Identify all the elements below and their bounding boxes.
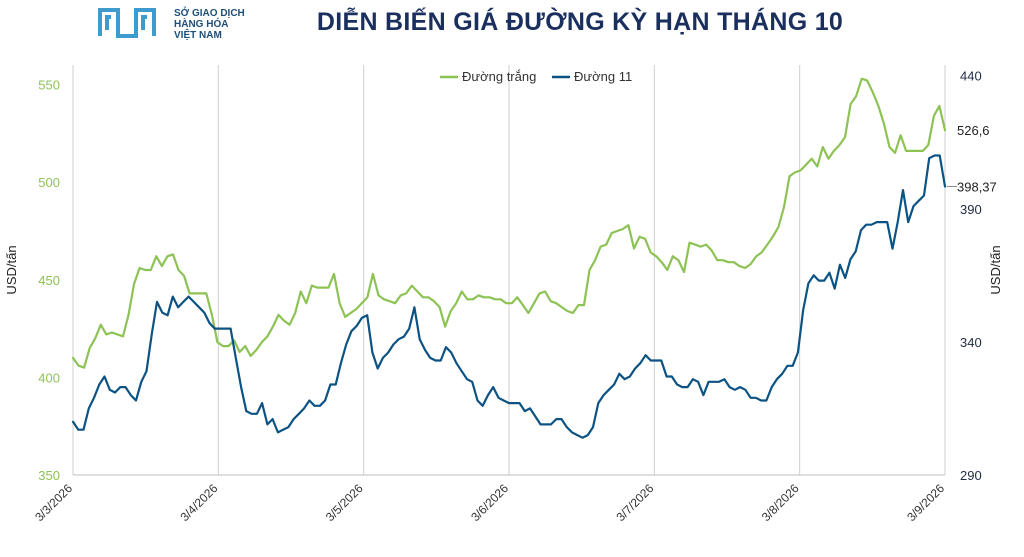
end-label-duong-trang: 526,6: [957, 123, 990, 138]
y-right-tick-label: 440: [960, 69, 982, 84]
y-left-tick-label: 400: [38, 370, 60, 385]
chart-title: DIỄN BIẾN GIÁ ĐƯỜNG KỲ HẠN THÁNG 10: [316, 8, 844, 36]
y-right-tick-label: 340: [960, 335, 982, 350]
legend-label-duong-11: Đường 11: [574, 69, 632, 84]
y-right-axis-title: USD/tấn: [988, 245, 1003, 294]
x-tick-label: 3/7/2026: [614, 481, 657, 524]
logo-mark-icon: [98, 8, 156, 38]
y-left-tick-label: 500: [38, 175, 60, 190]
logo-line-1: SỞ GIAO DỊCH: [174, 8, 245, 19]
logo: SỞ GIAO DỊCH HÀNG HÓA VIỆT NAM: [96, 6, 256, 42]
x-tick-label: 3/8/2026: [759, 481, 802, 524]
y-left-tick-label: 550: [38, 78, 60, 93]
series-line-duong-11: [71, 154, 947, 439]
end-label-duong-11: 398,37: [957, 179, 997, 194]
y-left-axis-title: USD/tấn: [4, 245, 19, 294]
legend-label-duong-trang: Đường trắng: [462, 69, 536, 84]
series-line-duong-trang: [71, 77, 947, 369]
logo-line-3: VIỆT NAM: [174, 30, 222, 41]
logo-line-2: HÀNG HÓA: [174, 19, 229, 30]
x-tick-label: 3/5/2026: [323, 481, 366, 524]
x-tick-label: 3/6/2026: [468, 481, 511, 524]
y-left-tick-label: 350: [38, 468, 60, 483]
y-left-tick-label: 450: [38, 273, 60, 288]
x-tick-label: 3/9/2026: [904, 481, 947, 524]
y-right-tick-label: 290: [960, 468, 982, 483]
x-tick-label: 3/3/2026: [32, 481, 75, 524]
x-tick-label: 3/4/2026: [178, 481, 221, 524]
y-right-tick-label: 390: [960, 202, 982, 217]
